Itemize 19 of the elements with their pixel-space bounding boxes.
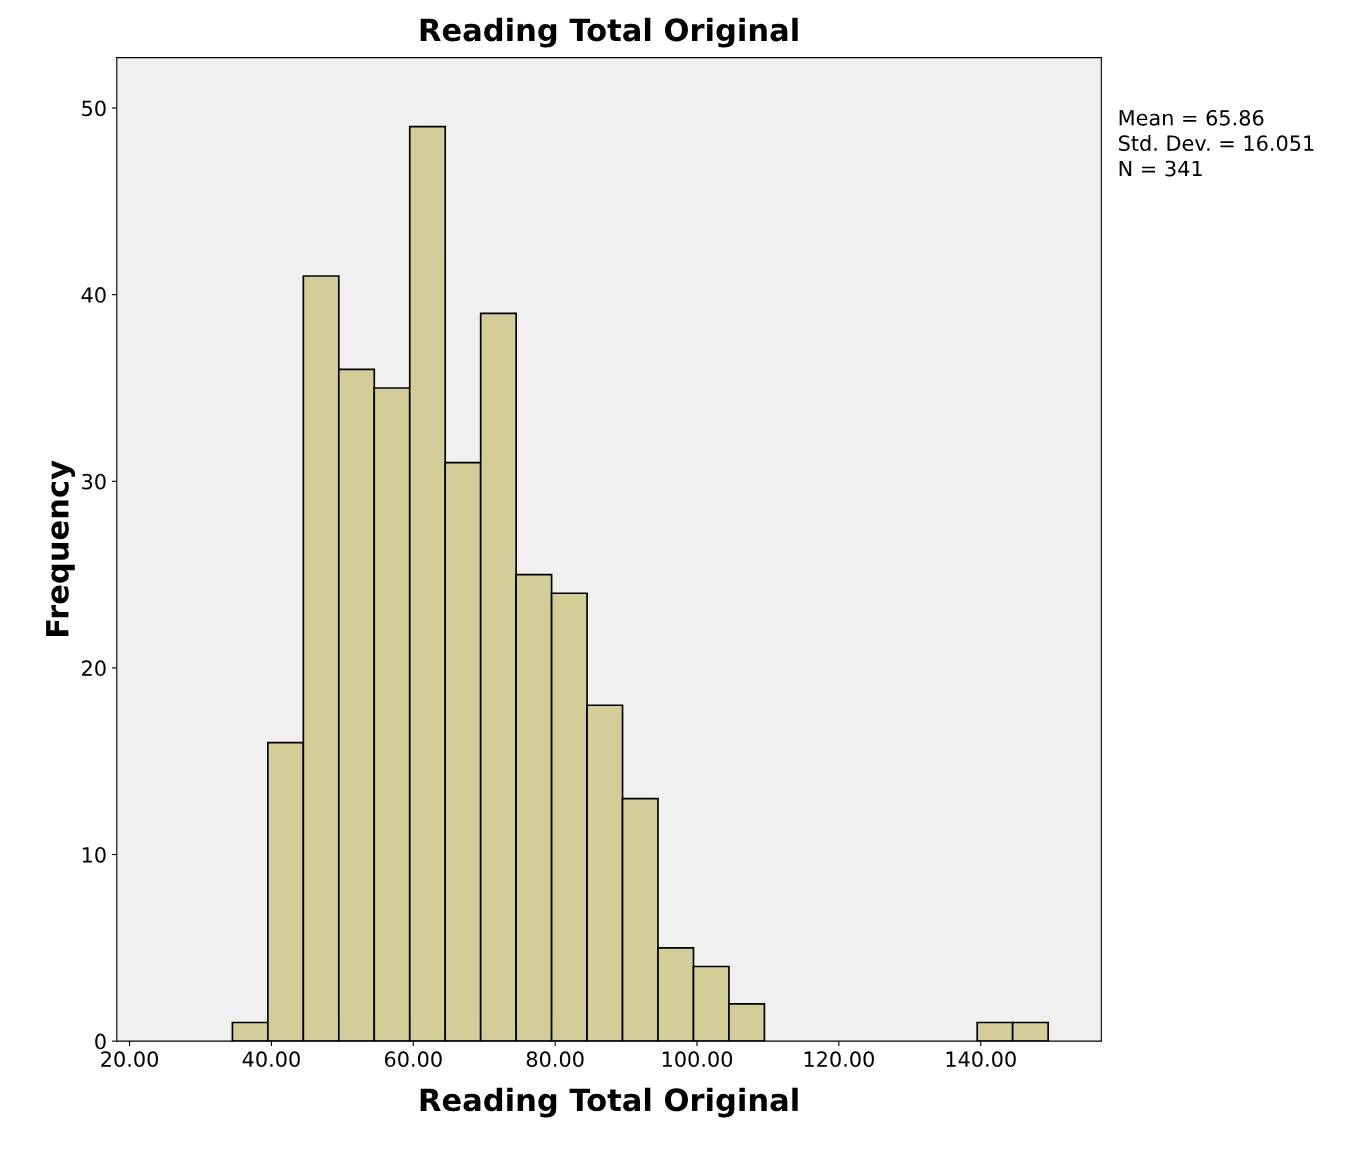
y-tick-label: 30 (82, 473, 106, 490)
text: Mean = 65.86 (1119, 109, 1264, 126)
y-tick-label: 40 (81, 287, 106, 303)
x-tick-label: 60.00 (384, 1051, 442, 1068)
chart-title: Reading Total Original (420, 17, 798, 48)
x-tick-label: 40.00 (242, 1051, 300, 1068)
text: N = 341 (1119, 160, 1202, 177)
x-axis-title: Reading Total Original (420, 1087, 798, 1118)
y-tick-label: 20 (82, 660, 106, 677)
x-tick-label: 80.00 (526, 1051, 584, 1068)
text: Std. Dev. = 16.051 (1119, 134, 1314, 152)
y-tick-label: 10 (82, 846, 106, 863)
y-axis-title: Frequency (46, 460, 75, 637)
y-tick-label: 0 (95, 1033, 106, 1050)
x-tick-label: 120.00 (804, 1051, 874, 1068)
y-tick-label: 50 (82, 100, 106, 117)
x-tick-label: 140.00 (946, 1051, 1016, 1068)
x-tick-label: 100.00 (662, 1051, 733, 1068)
x-tick-label: 20.00 (101, 1051, 158, 1068)
